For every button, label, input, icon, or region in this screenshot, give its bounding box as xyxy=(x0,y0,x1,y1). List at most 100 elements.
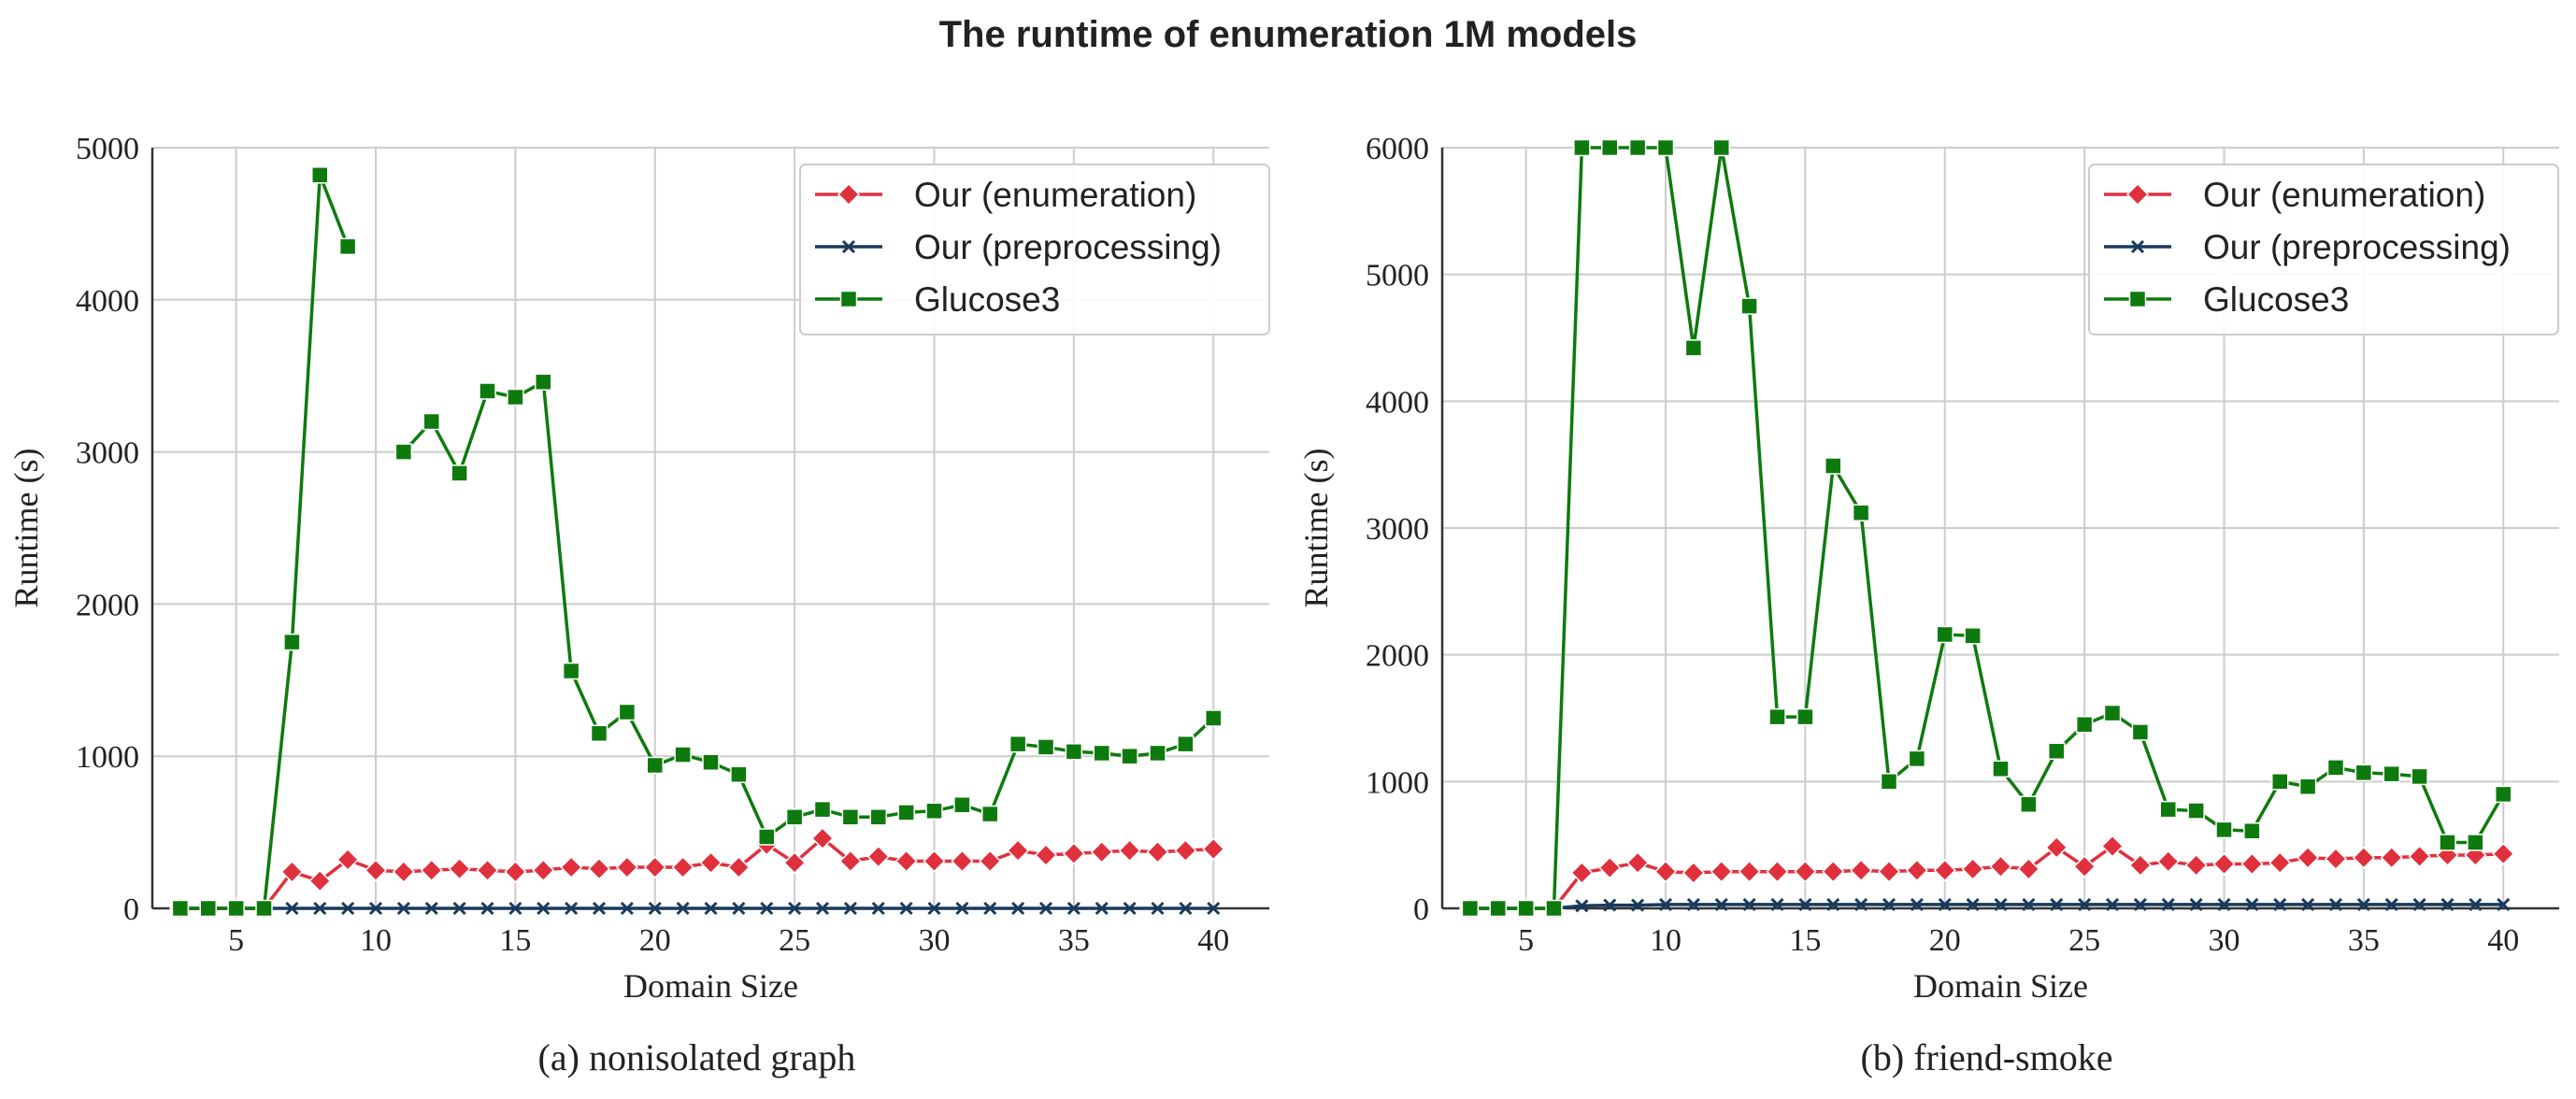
data-point xyxy=(899,901,913,916)
data-point xyxy=(1852,504,1870,521)
data-point xyxy=(788,901,802,916)
data-point xyxy=(646,756,664,775)
data-point xyxy=(2356,897,2370,911)
panel-nonisolated-graph: 5 10 15 20 25 30 35 40 0 1000 2000 3000 4000 5000 Doma… xyxy=(7,132,1270,1078)
data-point xyxy=(338,237,357,256)
data-point xyxy=(451,464,468,482)
data-point xyxy=(2133,897,2147,911)
data-point xyxy=(1826,897,1840,911)
data-point xyxy=(2045,835,2068,859)
data-point xyxy=(810,827,835,850)
y-tick-label: 6000 xyxy=(1366,132,1429,166)
data-point xyxy=(227,899,245,918)
data-point xyxy=(925,802,943,821)
data-point xyxy=(1062,842,1085,865)
data-point xyxy=(1712,138,1730,157)
figure-title: The runtime of enumeration 1M models xyxy=(939,14,1638,55)
x-axis-label: Domain Size xyxy=(623,967,798,1005)
data-point xyxy=(2159,800,2177,819)
x-tick-label: 40 xyxy=(2487,923,2519,958)
data-point xyxy=(674,746,692,764)
y-tick-label: 1000 xyxy=(1366,765,1429,800)
series-our-enumeration xyxy=(168,827,1225,920)
legend-label: Glucose3 xyxy=(914,280,1060,319)
data-point xyxy=(171,899,190,918)
data-point xyxy=(1770,897,1784,911)
x-tick-label: 10 xyxy=(360,923,392,958)
data-point xyxy=(676,901,690,916)
data-point xyxy=(2495,785,2512,804)
data-point xyxy=(2467,834,2484,851)
data-point xyxy=(2217,897,2231,911)
legend-box xyxy=(2088,164,2559,335)
data-point xyxy=(396,901,410,916)
data-point xyxy=(2020,795,2038,814)
y-axis-label: Runtime (s) xyxy=(7,449,45,608)
x-tick-label: 35 xyxy=(1058,923,1090,958)
data-point xyxy=(1966,897,1980,911)
y-tick-label: 4000 xyxy=(76,284,139,319)
data-point xyxy=(2326,759,2345,777)
data-point xyxy=(2078,897,2092,911)
data-point xyxy=(2048,742,2066,761)
data-point xyxy=(1037,738,1055,756)
data-point xyxy=(2240,852,2264,876)
data-point xyxy=(648,901,662,916)
data-point xyxy=(1489,899,1507,918)
legend-label: Glucose3 xyxy=(2203,280,2349,319)
series-line xyxy=(1469,844,2504,910)
data-point xyxy=(1684,339,1703,357)
legend-marker xyxy=(837,182,861,207)
data-point xyxy=(341,901,355,916)
data-point xyxy=(2354,764,2373,782)
data-point xyxy=(1174,839,1197,863)
data-point xyxy=(1740,297,1758,315)
data-point xyxy=(1905,859,1928,882)
y-tick-label: 0 xyxy=(123,892,139,927)
data-point xyxy=(1066,901,1080,916)
data-point xyxy=(1573,138,1591,157)
data-point xyxy=(2271,773,2289,791)
y-tick-label: 0 xyxy=(1413,892,1429,927)
data-point xyxy=(2105,897,2120,911)
data-point xyxy=(2103,704,2122,722)
data-point xyxy=(2380,846,2403,869)
legend-item: Our (enumeration) xyxy=(815,176,1196,214)
panel-caption: (a) nonisolated graph xyxy=(538,1036,856,1078)
data-point xyxy=(2022,897,2036,911)
legend-marker xyxy=(2125,182,2150,207)
data-point xyxy=(727,855,751,879)
data-point xyxy=(1601,138,1619,157)
data-point xyxy=(364,859,388,882)
data-point xyxy=(313,901,327,916)
data-point xyxy=(620,901,634,916)
legend-item: Our (preprocessing) xyxy=(815,228,1222,266)
data-point xyxy=(1011,901,1025,916)
data-point xyxy=(1034,843,1058,867)
data-point xyxy=(955,901,969,916)
data-point xyxy=(336,848,360,871)
data-point xyxy=(199,899,217,918)
data-point xyxy=(2440,897,2454,911)
legend-item: Our (preprocessing) xyxy=(2104,228,2511,266)
data-point xyxy=(1517,899,1535,918)
data-point xyxy=(869,808,887,826)
legend: Our (enumeration) Our (preprocessing) Gluc… xyxy=(799,164,1270,335)
data-point xyxy=(758,828,776,846)
data-point xyxy=(1146,840,1169,864)
data-point xyxy=(671,855,694,879)
y-tick-label: 3000 xyxy=(76,436,139,471)
panel-friend-smoke: 5 10 15 20 25 30 35 40 0 1000 2000 3000 4000 5000 6000… xyxy=(1297,132,2559,1078)
y-tick-label: 5000 xyxy=(1366,259,1429,293)
data-point xyxy=(1710,860,1733,883)
y-tick-label: 2000 xyxy=(76,588,139,622)
data-point xyxy=(1123,901,1137,916)
data-point xyxy=(1908,749,1926,768)
x-tick-label: 20 xyxy=(639,923,671,958)
data-point xyxy=(1603,898,1617,912)
data-point xyxy=(590,724,608,743)
data-point xyxy=(2131,723,2150,741)
data-point xyxy=(2384,897,2398,911)
data-point xyxy=(2243,821,2261,840)
data-point xyxy=(615,855,638,879)
